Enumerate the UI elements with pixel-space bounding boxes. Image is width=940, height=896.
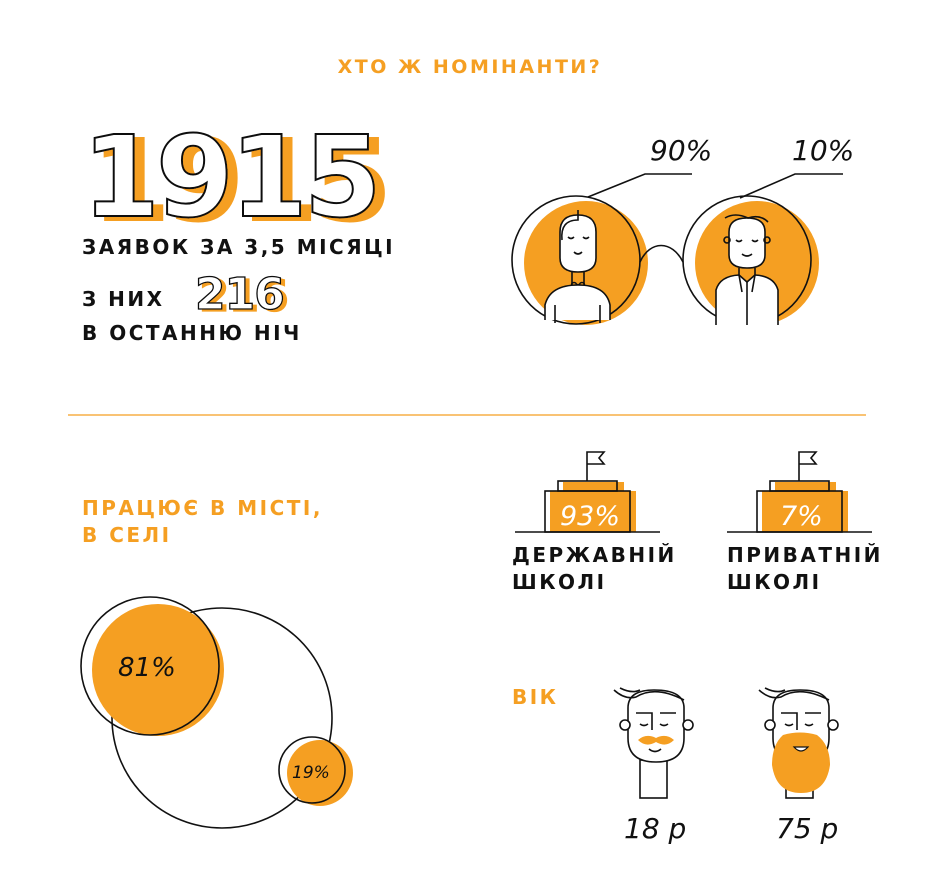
man-portrait-icon <box>715 214 779 325</box>
last-night-caption: В ОСТАННЮ НІЧ <box>82 321 302 345</box>
city-percent: 81% <box>118 653 176 683</box>
school-building-flag-icon <box>515 451 660 533</box>
village-percent: 19% <box>292 763 330 783</box>
location-title-line2: В СЕЛІ <box>82 523 172 547</box>
page-title: ХТО Ж НОМІНАНТИ? <box>338 56 603 78</box>
of-them-label: З НИХ <box>82 287 165 311</box>
state-school-label-line1: ДЕРЖАВНІЙ <box>512 543 677 567</box>
private-school-percent: 7% <box>780 501 823 532</box>
total-applications-number: 1915 <box>82 113 378 243</box>
location-title-line1: ПРАЦЮЄ В МІСТІ, <box>82 496 323 520</box>
private-school-label-line2: ШКОЛІ <box>727 570 822 594</box>
total-applications-caption: ЗАЯВОК ЗА 3,5 МІСЯЦІ <box>82 235 395 259</box>
last-night-number: 216 <box>195 269 284 320</box>
private-school-label-line1: ПРИВАТНІЙ <box>727 543 883 567</box>
oldest-age: 75 р <box>776 812 838 845</box>
location-circles <box>80 596 353 829</box>
youngest-age: 18 р <box>624 812 686 845</box>
mustache-man-icon <box>613 687 694 799</box>
male-percent: 10% <box>792 134 854 167</box>
female-percent: 90% <box>650 134 712 167</box>
woman-portrait-icon <box>544 210 611 323</box>
state-school-percent: 93% <box>560 501 620 532</box>
city-circle <box>92 604 224 736</box>
village-circle <box>287 740 353 806</box>
bearded-man-icon <box>758 687 839 799</box>
total-circle <box>111 607 333 829</box>
gender-glasses <box>511 173 843 325</box>
age-title: ВІК <box>512 685 559 709</box>
school-building-flag-icon <box>727 451 872 533</box>
state-school-label-line2: ШКОЛІ <box>512 570 607 594</box>
